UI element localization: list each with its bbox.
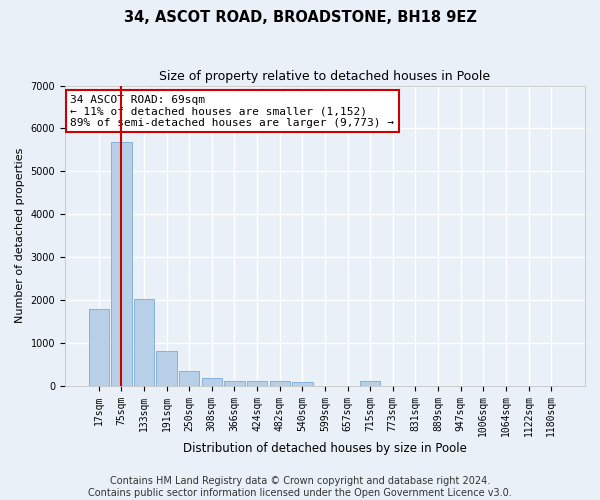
Bar <box>202 378 222 386</box>
Y-axis label: Number of detached properties: Number of detached properties <box>15 148 25 324</box>
Bar <box>111 142 131 386</box>
Bar <box>224 380 245 386</box>
Bar <box>269 382 290 386</box>
Bar <box>360 381 380 386</box>
Bar <box>134 299 154 386</box>
Text: Contains HM Land Registry data © Crown copyright and database right 2024.
Contai: Contains HM Land Registry data © Crown c… <box>88 476 512 498</box>
Text: 34 ASCOT ROAD: 69sqm
← 11% of detached houses are smaller (1,152)
89% of semi-de: 34 ASCOT ROAD: 69sqm ← 11% of detached h… <box>70 94 394 128</box>
Text: 34, ASCOT ROAD, BROADSTONE, BH18 9EZ: 34, ASCOT ROAD, BROADSTONE, BH18 9EZ <box>124 10 476 25</box>
Bar <box>179 371 199 386</box>
Title: Size of property relative to detached houses in Poole: Size of property relative to detached ho… <box>160 70 491 83</box>
Bar <box>247 381 267 386</box>
Bar <box>89 310 109 386</box>
Bar <box>292 382 313 386</box>
Bar <box>157 352 177 386</box>
X-axis label: Distribution of detached houses by size in Poole: Distribution of detached houses by size … <box>183 442 467 455</box>
